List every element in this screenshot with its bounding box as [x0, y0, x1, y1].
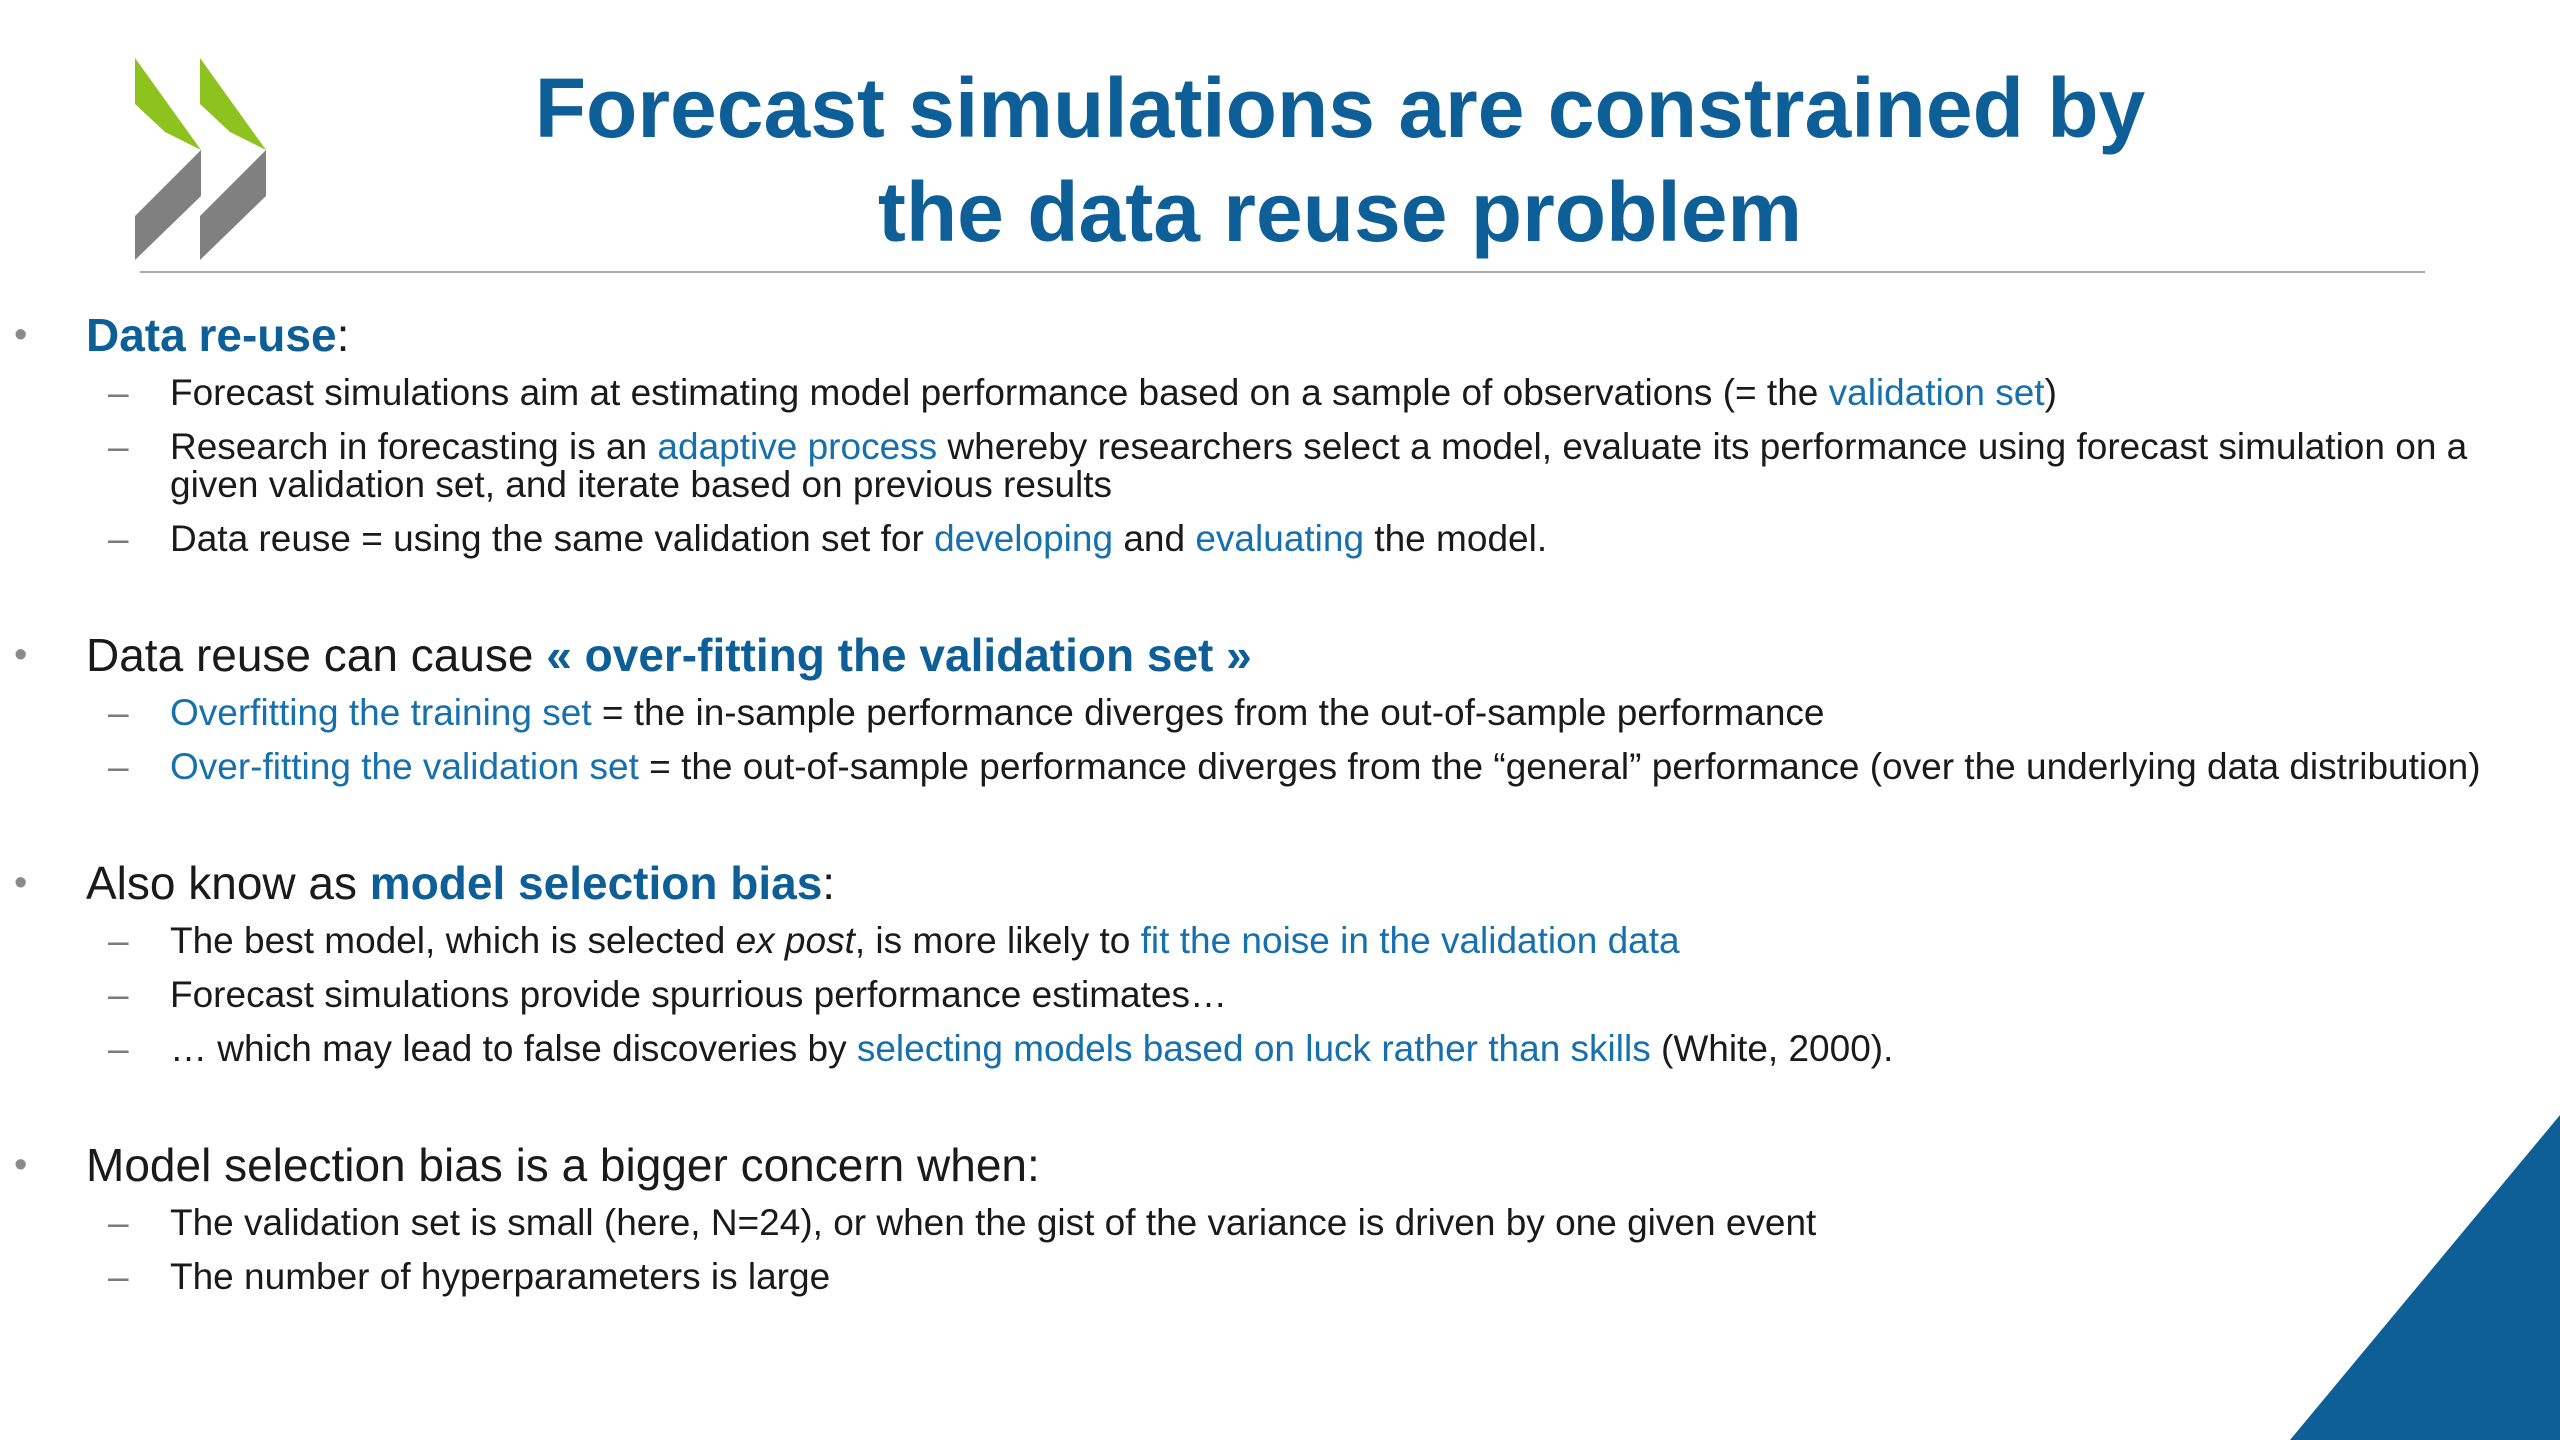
- dash-icon: –: [108, 372, 129, 413]
- bullet-heading: • Data re-use:: [0, 296, 2500, 374]
- title-divider: [140, 271, 2425, 273]
- bullet-heading: • Also know as model selection bias:: [0, 844, 2500, 922]
- sub-item-highlight: developing: [934, 518, 1114, 559]
- section-bigger-concern: • Model selection bias is a bigger conce…: [0, 1126, 2500, 1296]
- sub-item: – … which may lead to false discoveries …: [0, 1030, 2500, 1068]
- logo-chevron-left-grey: [135, 150, 201, 260]
- sub-item-text: Data reuse = using the same validation s…: [170, 518, 935, 559]
- bullet-text-after: :: [336, 309, 350, 361]
- dash-icon: –: [108, 920, 129, 961]
- bullet-dot-icon: •: [14, 1144, 28, 1186]
- sub-item: – Data reuse = using the same validation…: [0, 520, 2500, 558]
- bullet-text-after: :: [822, 857, 836, 909]
- section-model-selection-bias: • Also know as model selection bias: – T…: [0, 844, 2500, 1068]
- sub-item-text: = the out-of-sample performance diverges…: [638, 746, 2481, 787]
- sub-item-text: and: [1113, 518, 1196, 559]
- dash-icon: –: [108, 1256, 129, 1297]
- slide-title-line-1: Forecast simulations are constrained by: [534, 61, 2146, 155]
- slide-title-line-2: the data reuse problem: [877, 165, 1803, 259]
- sub-item-text: Research in forecasting is an: [170, 426, 658, 467]
- sub-item: – The best model, which is selected ex p…: [0, 922, 2500, 960]
- sub-item: – Over-fitting the validation set = the …: [0, 748, 2500, 786]
- dash-icon: –: [108, 518, 129, 559]
- sub-item-highlight: validation set: [1828, 372, 2045, 413]
- logo-chevron-right-green: [200, 58, 266, 150]
- sub-item-text: ): [2044, 372, 2057, 413]
- corner-triangle-decoration: [2290, 1115, 2560, 1440]
- sub-item-text: the model.: [1364, 518, 1548, 559]
- bullet-bold-text: « over-fitting the validation set »: [546, 629, 1252, 681]
- dash-icon: –: [108, 426, 129, 467]
- sub-item-highlight: evaluating: [1195, 518, 1365, 559]
- dash-icon: –: [108, 1028, 129, 1069]
- sub-item-text: = the in-sample performance diverges fro…: [591, 692, 1825, 733]
- corner-triangle-shape: [2290, 1115, 2560, 1440]
- bullet-dot-icon: •: [14, 634, 28, 676]
- sub-item: – Forecast simulations provide spurrious…: [0, 976, 2500, 1014]
- sub-item-highlight: fit the noise in the validation data: [1140, 920, 1680, 961]
- double-chevron-logo-icon: [135, 58, 266, 260]
- sub-item-text: The number of hyperparameters is large: [170, 1256, 831, 1297]
- sub-item-italic: ex post: [735, 920, 855, 961]
- sub-item-highlight: selecting models based on luck rather th…: [856, 1028, 1651, 1069]
- bullet-heading: • Model selection bias is a bigger conce…: [0, 1126, 2500, 1204]
- sub-item-text: , is more likely to: [854, 920, 1141, 961]
- sub-item-text: Forecast simulations aim at estimating m…: [170, 372, 1829, 413]
- section-overfitting: • Data reuse can cause « over-fitting th…: [0, 616, 2500, 786]
- slide-content: • Data re-use: – Forecast simulations ai…: [0, 296, 2500, 1354]
- dash-icon: –: [108, 974, 129, 1015]
- sub-item-text: (White, 2000).: [1650, 1028, 1894, 1069]
- sub-item-highlight: adaptive process: [657, 426, 938, 467]
- dash-icon: –: [108, 692, 129, 733]
- sub-item: – The validation set is small (here, N=2…: [0, 1204, 2500, 1242]
- sub-item-text: whereby researchers select a model, eval…: [170, 426, 2468, 505]
- dash-icon: –: [108, 1202, 129, 1243]
- bullet-text-before: Model selection bias is a bigger concern…: [86, 1139, 1040, 1191]
- sub-item-text: The validation set is small (here, N=24)…: [170, 1202, 1817, 1243]
- sub-item-text: The best model, which is selected: [170, 920, 736, 961]
- bullet-bold-text: model selection bias: [369, 857, 823, 909]
- slide-title: Forecast simulations are constrained by …: [440, 56, 2240, 264]
- logo-chevron-right-grey: [200, 150, 266, 260]
- dash-icon: –: [108, 746, 129, 787]
- bullet-dot-icon: •: [14, 862, 28, 904]
- bullet-dot-icon: •: [14, 314, 28, 356]
- sub-item-highlight: Over-fitting the validation set: [170, 746, 639, 787]
- sub-item-highlight: Overfitting the training set: [170, 692, 592, 733]
- bullet-text-before: Also know as: [86, 857, 370, 909]
- logo-chevron-left-green: [135, 58, 201, 150]
- sub-item: – Forecast simulations aim at estimating…: [0, 374, 2500, 412]
- bullet-heading: • Data reuse can cause « over-fitting th…: [0, 616, 2500, 694]
- bullet-bold-text: Data re-use: [86, 309, 337, 361]
- sub-item-text: Forecast simulations provide spurrious p…: [170, 974, 1227, 1015]
- sub-item-text: … which may lead to false discoveries by: [170, 1028, 857, 1069]
- bullet-text-before: Data reuse can cause: [86, 629, 547, 681]
- sub-item: – The number of hyperparameters is large: [0, 1258, 2500, 1296]
- section-data-reuse: • Data re-use: – Forecast simulations ai…: [0, 296, 2500, 558]
- sub-item: – Overfitting the training set = the in-…: [0, 694, 2500, 732]
- sub-item: – Research in forecasting is an adaptive…: [0, 428, 2500, 504]
